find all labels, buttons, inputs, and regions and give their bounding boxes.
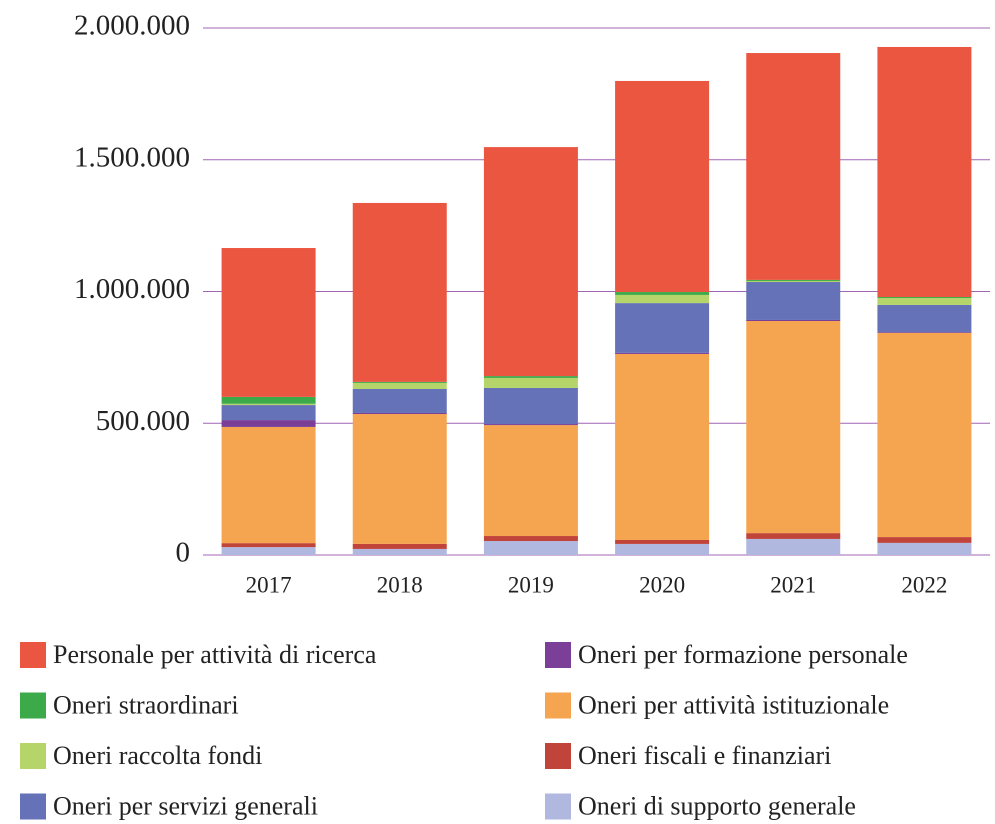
bar-segment bbox=[352, 381, 447, 383]
bar-segment bbox=[352, 412, 447, 415]
bar-segment bbox=[615, 292, 710, 295]
bar-segment bbox=[352, 414, 447, 544]
bar-segment bbox=[746, 280, 841, 283]
legend-label: Oneri di supporto generale bbox=[578, 791, 856, 820]
legend-label: Oneri per servizi generali bbox=[53, 791, 318, 820]
bar-segment bbox=[352, 388, 447, 413]
y-tick-label: 1.000.000 bbox=[74, 273, 190, 305]
bar-segment bbox=[615, 294, 710, 304]
bar-segment bbox=[877, 297, 972, 299]
bar-segment bbox=[877, 304, 972, 333]
bar-segment bbox=[352, 202, 447, 382]
bar-segment bbox=[746, 321, 841, 534]
legend-swatch bbox=[545, 743, 571, 769]
bar-segment bbox=[483, 425, 578, 537]
bar-segment bbox=[221, 396, 316, 404]
legend-label: Oneri raccolta fondi bbox=[53, 741, 262, 770]
legend-swatch bbox=[545, 692, 571, 719]
bar-segment bbox=[615, 539, 710, 544]
legend-label: Oneri fiscali e finanziari bbox=[578, 741, 831, 770]
bar-segment bbox=[615, 543, 710, 555]
bar-segment bbox=[877, 537, 972, 543]
legend-swatch bbox=[20, 642, 46, 668]
bar-segment bbox=[483, 376, 578, 378]
y-tick-label: 0 bbox=[176, 537, 191, 569]
bar-segment bbox=[746, 53, 841, 280]
bar-segment bbox=[221, 420, 316, 427]
bar-segment bbox=[746, 538, 841, 555]
bar-segment bbox=[483, 424, 578, 426]
bar-segment bbox=[615, 352, 710, 354]
bar-segment bbox=[877, 542, 972, 555]
bar-segment bbox=[221, 547, 316, 555]
bar-segment bbox=[615, 80, 710, 293]
bar-segment bbox=[352, 548, 447, 555]
bar-segment bbox=[746, 282, 841, 320]
bar-segment bbox=[483, 541, 578, 555]
bar-segment bbox=[746, 279, 841, 281]
bar-segment bbox=[746, 533, 841, 539]
y-tick-label: 2.000.000 bbox=[74, 10, 190, 42]
legend-label: Oneri per formazione personale bbox=[578, 640, 908, 669]
bar-segment bbox=[352, 382, 447, 389]
y-tick-label: 500.000 bbox=[96, 405, 190, 437]
bar-segment bbox=[221, 543, 316, 548]
x-tick-label: 2022 bbox=[901, 572, 947, 597]
bar-segment bbox=[483, 536, 578, 542]
bar-segment bbox=[615, 303, 710, 353]
bar-segment bbox=[483, 147, 578, 377]
bar-segment bbox=[221, 248, 316, 397]
bar-segment bbox=[877, 46, 972, 298]
legend-label: Oneri straordinari bbox=[53, 690, 239, 719]
bar-segment bbox=[221, 426, 316, 544]
x-tick-label: 2021 bbox=[770, 572, 816, 597]
bar-segment bbox=[483, 387, 578, 425]
x-tick-label: 2017 bbox=[246, 572, 292, 597]
legend-swatch bbox=[20, 692, 46, 719]
bar-segment bbox=[615, 353, 710, 540]
legend-swatch bbox=[20, 743, 46, 769]
bar-segment bbox=[221, 403, 316, 406]
bar-segment bbox=[746, 319, 841, 322]
x-tick-label: 2019 bbox=[508, 572, 554, 597]
bar-segment bbox=[877, 298, 972, 305]
bar-segment bbox=[483, 377, 578, 388]
x-tick-label: 2020 bbox=[639, 572, 685, 597]
bar-segment bbox=[352, 543, 447, 549]
legend-label: Personale per attività di ricerca bbox=[53, 640, 377, 669]
legend-swatch bbox=[545, 793, 571, 820]
y-tick-label: 1.500.000 bbox=[74, 141, 190, 173]
x-tick-label: 2018 bbox=[377, 572, 423, 597]
legend-swatch bbox=[20, 793, 46, 820]
legend-swatch bbox=[545, 642, 571, 668]
bar-segment bbox=[877, 332, 972, 538]
bar-segment bbox=[221, 405, 316, 421]
bar-segment bbox=[877, 332, 972, 333]
legend-label: Oneri per attività istituzionale bbox=[578, 690, 889, 719]
